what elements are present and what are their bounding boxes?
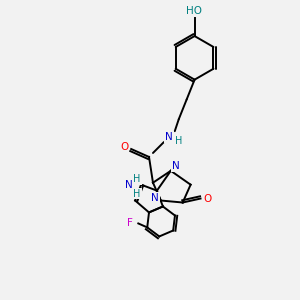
Text: O: O [203,194,211,203]
Text: N: N [165,132,173,142]
Text: H: H [175,136,182,146]
Text: H: H [134,189,141,199]
Text: O: O [120,142,128,152]
Text: N: N [151,193,159,202]
Text: F: F [128,218,133,228]
Text: H: H [134,174,141,184]
Text: N: N [125,180,133,190]
Text: HO: HO [186,6,202,16]
Text: N: N [172,161,180,171]
